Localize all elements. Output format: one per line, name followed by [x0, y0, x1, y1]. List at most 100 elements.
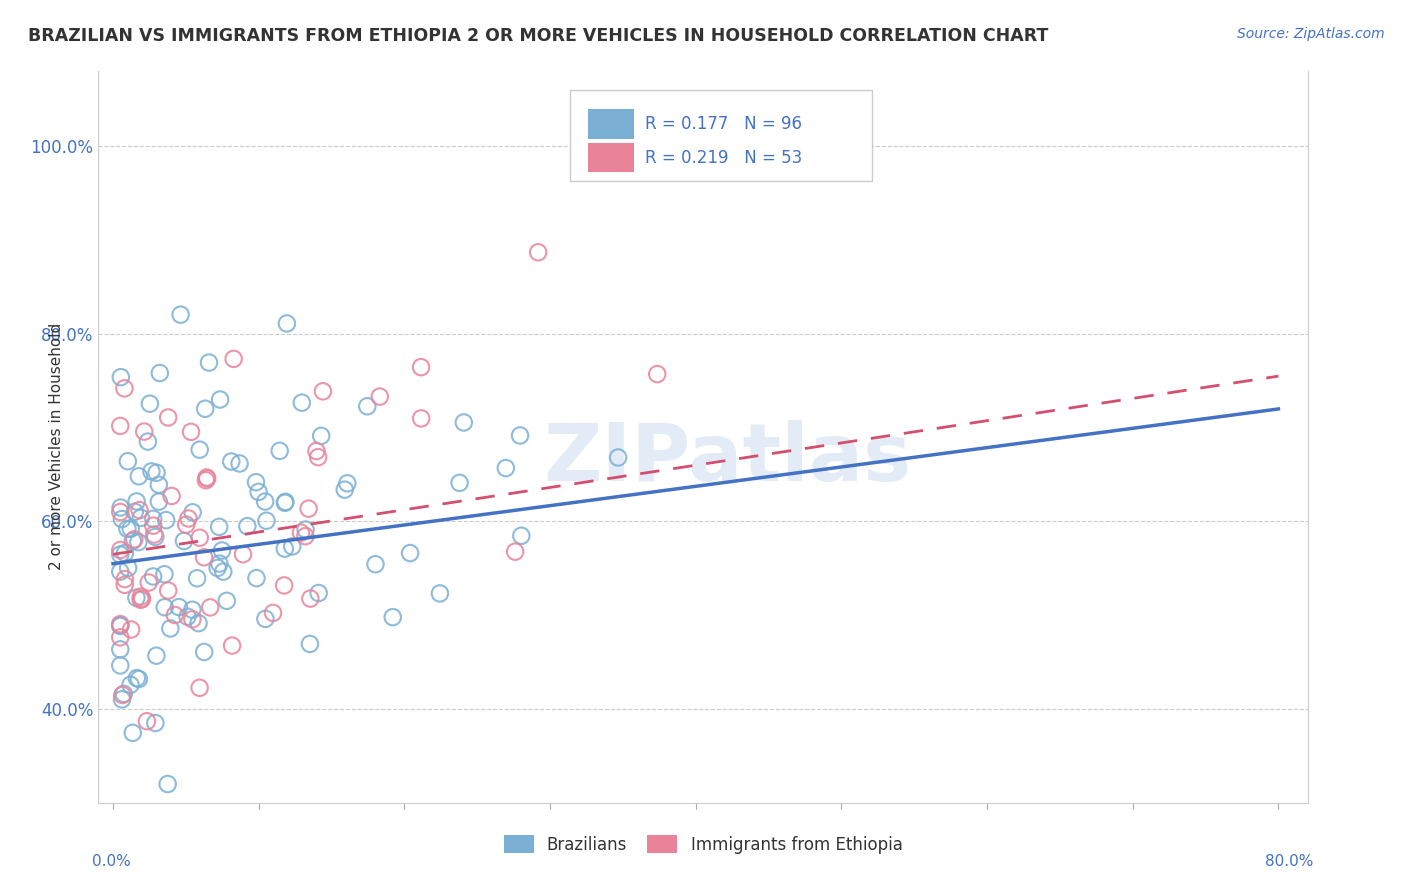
- Point: [193, 645, 215, 659]
- Point: [139, 397, 162, 411]
- Point: [236, 519, 259, 533]
- Point: [188, 531, 211, 545]
- Point: [309, 429, 332, 443]
- Point: [124, 505, 146, 519]
- Point: [110, 565, 132, 579]
- Point: [181, 505, 204, 519]
- Point: [188, 442, 211, 457]
- Point: [194, 473, 217, 487]
- FancyBboxPatch shape: [588, 110, 634, 138]
- Point: [198, 600, 221, 615]
- Point: [125, 671, 148, 685]
- Point: [136, 434, 159, 449]
- Point: [273, 578, 295, 592]
- Point: [274, 541, 297, 556]
- Point: [149, 366, 172, 380]
- Point: [177, 511, 200, 525]
- Point: [142, 512, 165, 526]
- Point: [120, 678, 142, 692]
- Point: [131, 591, 153, 606]
- Point: [142, 569, 165, 583]
- Point: [245, 571, 267, 585]
- Point: [111, 692, 134, 706]
- Point: [208, 557, 231, 571]
- Point: [276, 317, 298, 331]
- Point: [155, 513, 177, 527]
- Point: [143, 527, 166, 541]
- Point: [110, 500, 132, 515]
- Point: [215, 594, 238, 608]
- Point: [186, 571, 208, 585]
- Point: [145, 648, 167, 663]
- Point: [181, 603, 204, 617]
- Point: [368, 390, 391, 404]
- Point: [607, 450, 630, 465]
- Point: [290, 525, 312, 540]
- Point: [128, 672, 150, 686]
- Point: [110, 658, 132, 673]
- Point: [127, 535, 149, 549]
- Point: [198, 355, 221, 369]
- Point: [141, 465, 163, 479]
- Point: [110, 543, 132, 558]
- Point: [209, 392, 232, 407]
- Point: [187, 616, 209, 631]
- Point: [356, 399, 378, 413]
- Point: [305, 444, 328, 458]
- Point: [181, 612, 204, 626]
- Point: [336, 476, 359, 491]
- Point: [120, 623, 142, 637]
- Point: [211, 543, 233, 558]
- Point: [298, 637, 321, 651]
- Point: [125, 494, 148, 508]
- Point: [135, 714, 157, 729]
- Point: [453, 416, 475, 430]
- Point: [510, 529, 533, 543]
- Point: [110, 548, 132, 562]
- Point: [114, 546, 136, 560]
- Point: [128, 469, 150, 483]
- Point: [169, 308, 191, 322]
- Point: [153, 600, 176, 615]
- Legend: Brazilians, Immigrants from Ethiopia: Brazilians, Immigrants from Ethiopia: [496, 829, 910, 860]
- Point: [222, 351, 245, 366]
- Point: [399, 546, 422, 560]
- Point: [121, 726, 143, 740]
- Point: [125, 591, 148, 605]
- Point: [110, 617, 132, 632]
- Point: [262, 606, 284, 620]
- Point: [274, 496, 297, 510]
- Text: ZIPatlas: ZIPatlas: [543, 420, 911, 498]
- Point: [180, 425, 202, 439]
- Point: [110, 619, 132, 633]
- Point: [281, 540, 304, 554]
- Point: [274, 495, 297, 509]
- Point: [114, 572, 136, 586]
- Point: [117, 561, 139, 575]
- FancyBboxPatch shape: [588, 143, 634, 172]
- Point: [129, 592, 152, 607]
- Point: [163, 608, 186, 623]
- Point: [409, 360, 432, 375]
- Point: [509, 428, 531, 442]
- Point: [110, 419, 132, 434]
- Point: [142, 518, 165, 533]
- Point: [174, 517, 197, 532]
- Point: [124, 533, 146, 547]
- Point: [195, 471, 218, 485]
- Point: [110, 505, 132, 519]
- Text: BRAZILIAN VS IMMIGRANTS FROM ETHIOPIA 2 OR MORE VEHICLES IN HOUSEHOLD CORRELATIO: BRAZILIAN VS IMMIGRANTS FROM ETHIOPIA 2 …: [28, 27, 1049, 45]
- Point: [148, 494, 170, 508]
- Point: [110, 618, 132, 632]
- Point: [503, 544, 526, 558]
- Point: [254, 612, 277, 626]
- Point: [153, 567, 176, 582]
- Point: [114, 578, 136, 592]
- Text: 80.0%: 80.0%: [1265, 854, 1313, 869]
- Text: Source: ZipAtlas.com: Source: ZipAtlas.com: [1237, 27, 1385, 41]
- Point: [128, 503, 150, 517]
- Point: [364, 558, 387, 572]
- Point: [160, 489, 183, 503]
- Point: [110, 631, 132, 645]
- Point: [129, 510, 152, 524]
